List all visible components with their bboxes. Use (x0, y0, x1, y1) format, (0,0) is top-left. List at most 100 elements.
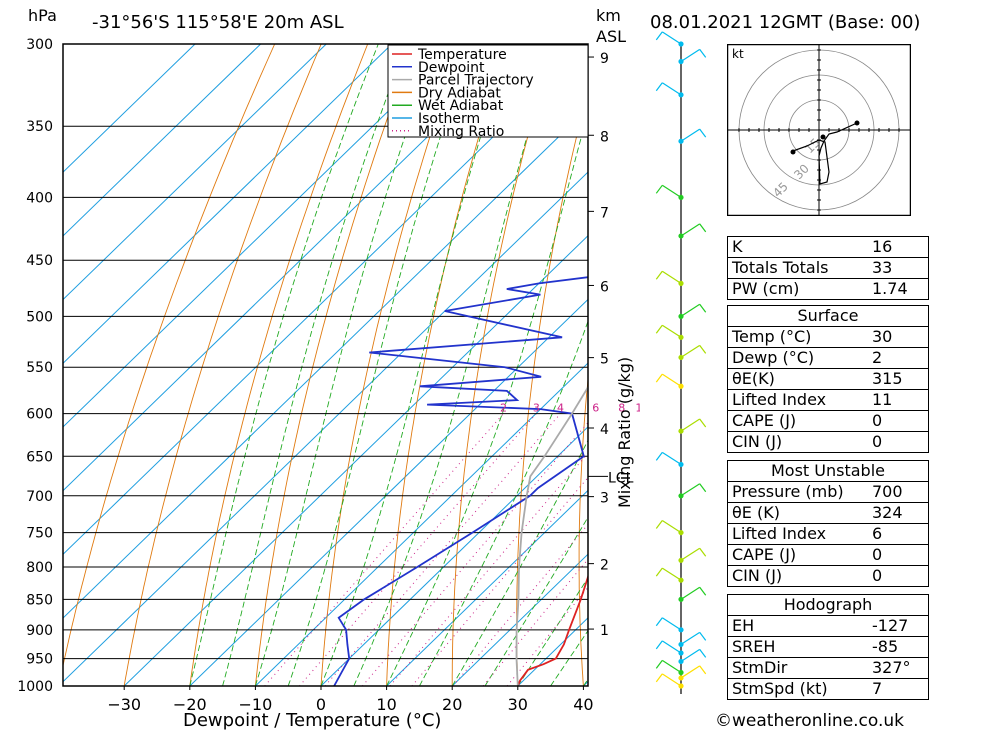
hodograph-ticks (738, 49, 900, 211)
pressure-gridlines (63, 43, 588, 687)
isotherm-line (189, 298, 588, 686)
wind-barb-flag (655, 567, 663, 577)
mu-value: 6 (868, 523, 929, 545)
dry-adiabat-line (320, 44, 462, 686)
mu-row: θE (K) 324 (727, 502, 929, 524)
isotherm-line (63, 44, 196, 173)
wind-barb-flag (655, 373, 663, 383)
location-title: -31°56'S 115°58'E 20m ASL (92, 12, 344, 33)
mu-value: 700 (868, 481, 929, 503)
lcl-label: LCL (608, 470, 634, 486)
pressure-tick-label: 450 (26, 253, 53, 269)
surface-key: Dewp (°C) (727, 347, 868, 369)
surface-row: Lifted Index 11 (727, 389, 929, 411)
mixing-ratio-axis-title: Mixing Ratio (g/kg) (615, 356, 634, 508)
credit-link[interactable]: ©weatheronline.co.uk (715, 711, 905, 731)
height-tick-label: 8 (600, 129, 609, 145)
mu-key: Lifted Index (727, 523, 868, 545)
height-tick-label: 1 (600, 623, 609, 639)
hodo-value: -127 (868, 615, 929, 637)
height-tick-label: 2 (600, 558, 609, 574)
isotherm-line (320, 426, 588, 686)
wind-barb-staff (661, 673, 682, 687)
mu-key: CIN (J) (727, 565, 868, 587)
wind-barb-staff (661, 270, 682, 284)
index-value: 1.74 (868, 278, 929, 300)
wind-barb-staff (680, 128, 701, 142)
pressure-tick-label: 550 (26, 360, 53, 376)
mixing-ratio-label: 10 (635, 402, 640, 415)
height-tick-label: 4 (600, 422, 609, 438)
mu-key: Pressure (mb) (727, 481, 868, 503)
wind-barb-flag (655, 184, 663, 194)
wind-barb-flag (655, 640, 663, 650)
wind-barb-flag (699, 303, 707, 313)
wind-barb-staff (680, 223, 701, 237)
x-tick-label: 20 (442, 695, 462, 714)
mixing-ratio-label: 3 (533, 402, 540, 415)
pressure-tick-label: 300 (26, 37, 53, 53)
height-unit-asl: ASL (596, 27, 627, 46)
isotherm-line (63, 44, 458, 428)
hodograph-point-top (854, 120, 860, 126)
x-tick-label: 0 (316, 695, 326, 714)
mu-value: 324 (868, 502, 929, 524)
isotherm-line (63, 44, 393, 364)
isotherm-line (255, 362, 588, 686)
pressure-tick-label: 700 (26, 489, 53, 505)
legend-label: Wet Adiabat (418, 98, 504, 114)
hodo-row: StmSpd (kt) 7 (727, 678, 929, 700)
mu-row: CAPE (J) 0 (727, 544, 929, 566)
mixing-ratio-line (362, 421, 588, 686)
wind-barb-staff (661, 373, 682, 387)
wind-barb-staff (661, 324, 682, 338)
mixing-ratio-label: 6 (592, 402, 599, 415)
hodo-key: StmDir (727, 657, 868, 679)
wind-barb-flag (655, 660, 663, 669)
isotherm-line (123, 235, 588, 686)
wind-barb-staff (680, 547, 701, 561)
x-tick-label: 40 (573, 695, 593, 714)
height-tick-label: 9 (600, 51, 609, 67)
hodo-key: SREH (727, 636, 868, 658)
surface-title: Surface (727, 305, 929, 327)
wind-barb-flag (655, 617, 663, 627)
surface-value: 315 (868, 368, 929, 390)
hodograph-table: Hodograph EH -127 SREH -85 StmDir 327° StmS… (727, 594, 929, 700)
hodo-row: EH -127 (727, 615, 929, 637)
wind-barb-flag (699, 49, 707, 58)
most-unstable-table: Most Unstable Pressure (mb) 700 θE (K) 324… (727, 460, 929, 587)
wet-adiabat-line (320, 44, 510, 686)
series-line-dewpoint (333, 276, 588, 686)
hodo-value: -85 (868, 636, 929, 658)
legend-label: Temperature (417, 47, 507, 63)
wind-barb-column (655, 31, 707, 694)
index-row: PW (cm) 1.74 (727, 278, 929, 300)
pressure-tick-label: 950 (26, 652, 53, 668)
isotherm-line (63, 171, 588, 683)
pressure-unit-label: hPa (28, 6, 57, 25)
wind-barb-staff (680, 665, 701, 679)
wind-barb-staff (661, 617, 682, 631)
wind-barb-staff (661, 31, 682, 45)
wind-barb-flag (699, 483, 707, 493)
skew-t-chart: 3003504004505005506006507007508008509009… (17, 37, 640, 714)
index-value: 33 (868, 257, 929, 279)
surface-key: CIN (J) (727, 431, 868, 453)
hodograph-unit: kt (732, 47, 744, 61)
x-tick-label: −10 (239, 695, 273, 714)
pressure-tick-label: 600 (26, 407, 53, 423)
pressure-tick-label: 500 (26, 309, 53, 325)
wind-barb-flag (699, 418, 707, 428)
hodograph-trace (792, 122, 858, 185)
chart-background-lines (63, 44, 588, 686)
dry-adiabat-line (451, 44, 555, 686)
isotherm-line (386, 489, 588, 686)
surface-key: CAPE (J) (727, 410, 868, 432)
wind-barb-flag (699, 223, 707, 233)
hodo-value: 7 (868, 678, 929, 700)
wind-barb-flag (655, 270, 663, 280)
legend-label: Isotherm (418, 111, 480, 127)
wind-barb-staff (661, 82, 682, 96)
